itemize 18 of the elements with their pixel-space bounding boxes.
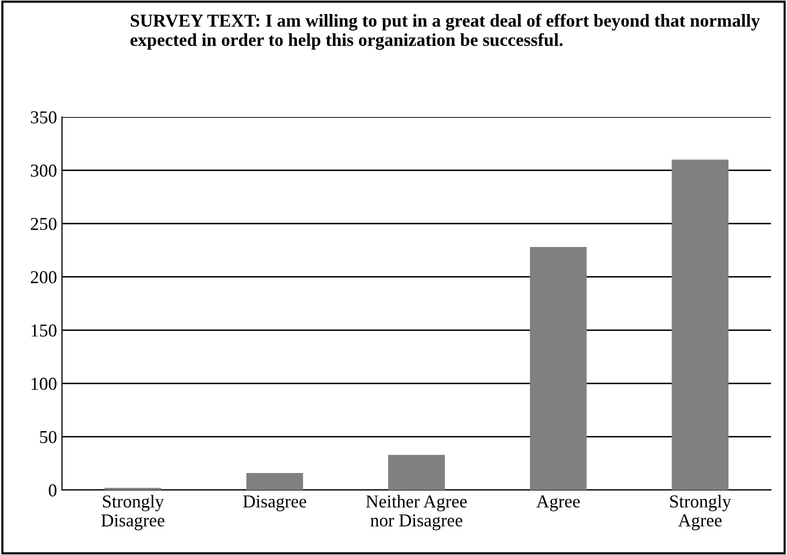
x-tick-label: Neither Agree nor Disagree [366,494,467,530]
bar [672,160,728,490]
y-tick-label: 100 [32,378,56,390]
x-tick-label: Agree [536,495,580,512]
y-tick-label: 50 [40,430,56,444]
y-tick-label: 300 [30,164,56,177]
y-tick-label: 150 [32,324,56,337]
bar [530,247,587,490]
x-tick-label: Strongly Disagree [101,494,164,530]
y-tick-label: 200 [30,271,56,284]
bar [388,454,445,490]
y-tick-label: 0 [48,484,56,496]
bar [246,472,304,490]
y-tick-label: 350 [30,111,56,124]
x-tick-label: Strongly Agree [670,494,732,530]
y-tick-label: 250 [30,218,56,230]
x-tick-label: Disagree [243,495,306,512]
chart-title: SURVEY TEXT: I am willing to put in a great deal of effort beyond that normally expected in order to help this organization be successful. [130,14,760,50]
